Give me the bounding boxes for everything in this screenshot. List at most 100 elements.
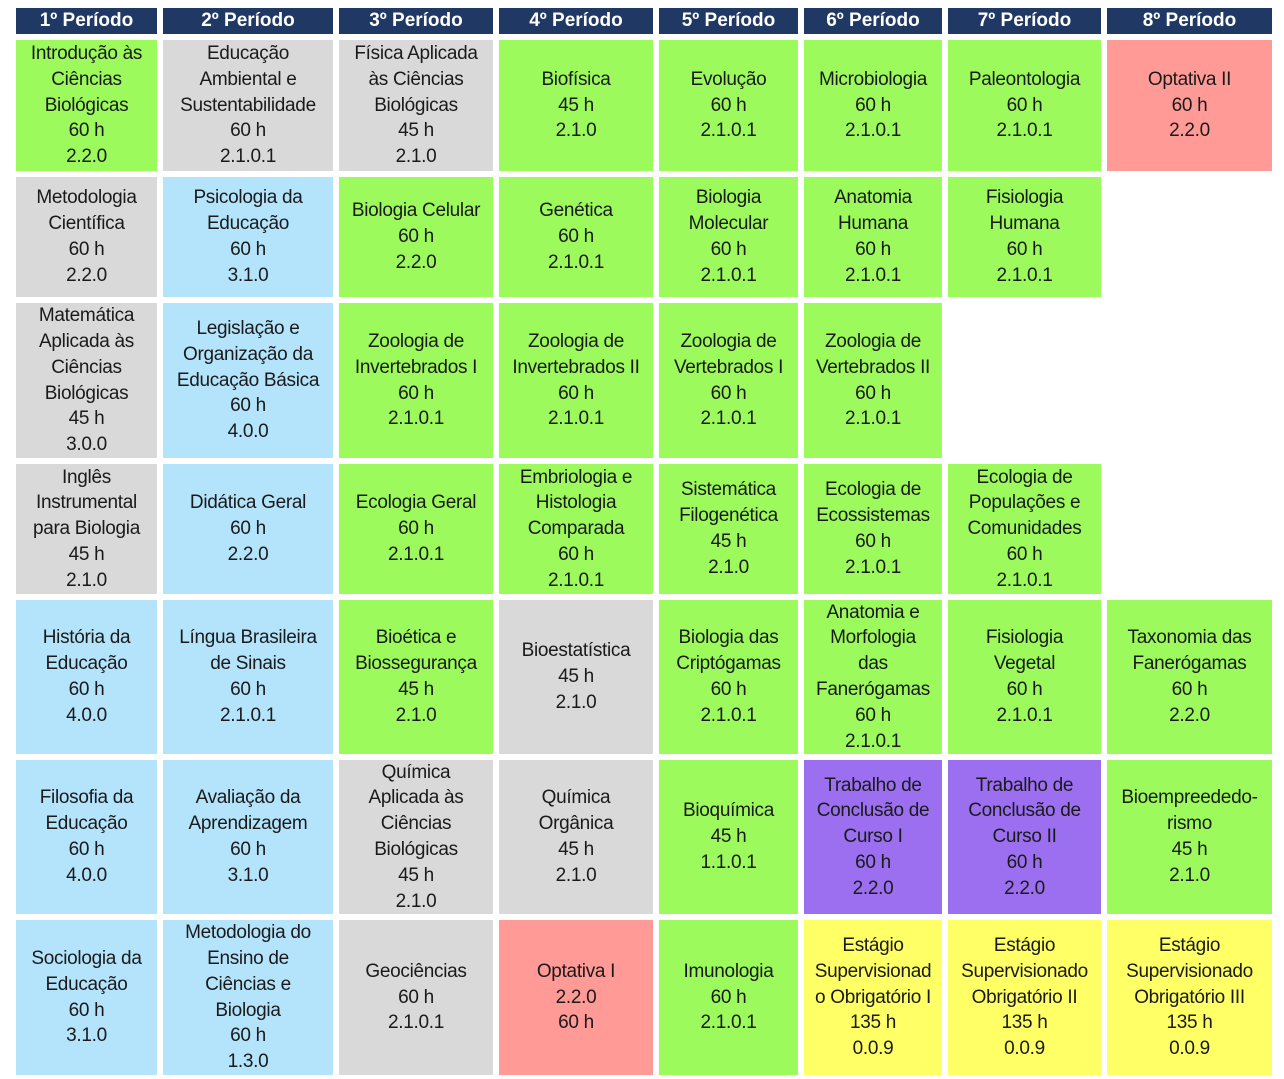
- course-cell: Biologia das Criptógamas 60 h 2.1.0.1: [659, 600, 798, 754]
- course-line: 60 h: [710, 94, 747, 116]
- course-line: 4.0.0: [66, 704, 107, 726]
- course-cell: Introdução às Ciências Biológicas 60 h 2.2.0: [16, 40, 157, 171]
- course-line: Filogenética: [679, 505, 778, 527]
- course-line: 60 h: [558, 226, 594, 248]
- course-line: Curso II: [992, 826, 1057, 848]
- course-line: Biossegurança: [355, 653, 477, 675]
- course-line: Paleontologia: [968, 68, 1081, 90]
- course-line: Didática Geral: [189, 492, 307, 514]
- course-cell: Evolução 60 h 2.1.0.1: [659, 40, 798, 171]
- course-line: das: [858, 653, 888, 675]
- course-line: 60 h: [710, 679, 747, 700]
- course-line: 45 h: [558, 839, 594, 860]
- course-line: 2.1.0: [395, 890, 437, 912]
- course-cell: Imunologia 60 h 2.1.0.1: [659, 920, 798, 1075]
- course-line: 45 h: [68, 408, 105, 430]
- course-line: Ecologia de: [976, 466, 1073, 488]
- period-header: 1º Período: [16, 8, 157, 34]
- course-line: 60 h: [710, 239, 747, 260]
- course-line: Química: [541, 787, 611, 809]
- course-cell: Ecologia de Ecossistemas 60 h 2.1.0.1: [804, 464, 942, 594]
- course-line: Imunologia: [683, 960, 774, 982]
- course-line: 60 h: [855, 382, 891, 404]
- course-cell: Inglês Instrumental para Biologia 45 h 2.1.0: [16, 464, 157, 594]
- course-line: 2.1.0: [555, 864, 597, 886]
- course-cell: Física Aplicada às Ciências Biológicas 45 h…: [339, 40, 493, 171]
- course-line: 2.1.0.1: [996, 704, 1053, 726]
- period-header: 6º Período: [804, 8, 942, 34]
- course-cell: Biologia Molecular 60 h 2.1.0.1: [659, 177, 798, 297]
- empty-cell: [1107, 303, 1272, 458]
- course-line: de Sinais: [210, 653, 286, 675]
- course-cell: Anatomia Humana 60 h 2.1.0.1: [804, 177, 942, 297]
- course-line: Ciências e: [205, 973, 291, 995]
- course-line: 60 h: [855, 94, 891, 116]
- course-cell: Microbiologia 60 h 2.1.0.1: [804, 40, 942, 171]
- course-line: 60 h: [1006, 679, 1043, 700]
- course-line: Educação: [206, 213, 290, 235]
- course-line: Física Aplicada: [354, 43, 478, 64]
- course-line: 60 h: [230, 239, 266, 260]
- course-cell: Metodologia Científica 60 h 2.2.0: [16, 177, 157, 297]
- course-line: 60 h: [230, 518, 266, 540]
- course-line: Morfologia: [830, 627, 916, 649]
- course-line: Zoologia de: [680, 330, 777, 352]
- course-line: 2.1.0.1: [700, 704, 757, 726]
- course-line: Optativa I: [536, 960, 616, 982]
- course-line: 45 h: [710, 826, 747, 848]
- course-line: Estágio: [993, 935, 1056, 956]
- course-line: 60 h: [1006, 94, 1043, 116]
- course-line: Biologia das: [678, 627, 779, 649]
- course-line: Metodologia: [36, 187, 137, 209]
- course-line: 60 h: [230, 839, 266, 860]
- course-line: 45 h: [398, 120, 434, 142]
- course-line: Legislação e: [196, 318, 300, 339]
- course-line: 2.1.0: [555, 691, 597, 713]
- course-line: 60 h: [558, 1012, 594, 1034]
- course-line: Biologia: [695, 187, 762, 209]
- course-cell: História da Educação 60 h 4.0.0: [16, 600, 157, 754]
- course-line: 60 h: [1006, 239, 1043, 260]
- course-line: 2.1.0.1: [996, 569, 1053, 591]
- course-line: Ambiental e: [199, 68, 297, 90]
- course-line: Conclusão de: [816, 800, 930, 822]
- course-line: 2.1.0.1: [844, 556, 901, 578]
- course-line: Bioética e: [375, 627, 457, 649]
- empty-cell: [1107, 177, 1272, 297]
- course-line: Estágio: [842, 935, 904, 956]
- course-cell: Taxonomia das Fanerógamas 60 h 2.2.0: [1107, 600, 1272, 754]
- course-cell: Legislação e Organização da Educação Básic…: [163, 303, 333, 458]
- course-line: 60 h: [398, 382, 434, 404]
- course-line: 3.1.0: [227, 264, 269, 286]
- course-line: Comunidades: [967, 518, 1082, 540]
- course-line: Biológicas: [44, 382, 129, 404]
- course-line: 135 h: [849, 1012, 897, 1034]
- course-line: Evolução: [690, 68, 767, 90]
- course-line: 4.0.0: [66, 864, 107, 886]
- course-line: Ecologia Geral: [355, 492, 477, 514]
- course-line: Bioempreededo-: [1121, 787, 1258, 809]
- course-line: 0.0.9: [1004, 1038, 1045, 1060]
- course-line: 2.1.0: [66, 569, 107, 591]
- course-line: 2.1.0.1: [219, 146, 276, 168]
- course-cell: Zoologia de Invertebrados II 60 h 2.1.0.1: [499, 303, 653, 458]
- course-line: Invertebrados II: [512, 356, 640, 378]
- course-line: 2.1.0.1: [844, 408, 901, 430]
- course-cell: Genética 60 h 2.1.0.1: [499, 177, 653, 297]
- course-cell: Química Orgânica 45 h 2.1.0: [499, 760, 653, 914]
- course-line: 2.2.0: [1169, 704, 1210, 726]
- course-line: Molecular: [688, 213, 769, 235]
- course-line: Bioquímica: [683, 800, 774, 822]
- course-line: 1.3.0: [227, 1051, 269, 1073]
- course-line: Anatomia e: [826, 601, 920, 623]
- course-line: Biologia Celular: [351, 200, 481, 222]
- course-line: Microbiologia: [818, 68, 928, 90]
- course-line: Fisiologia: [985, 187, 1064, 209]
- course-line: 2.1.0.1: [844, 730, 901, 752]
- course-line: o Obrigatório I: [815, 986, 931, 1008]
- course-line: Química: [381, 761, 451, 783]
- course-line: Biofísica: [541, 68, 611, 90]
- course-line: Educação Básica: [176, 369, 320, 391]
- course-line: Trabalho de: [824, 774, 922, 796]
